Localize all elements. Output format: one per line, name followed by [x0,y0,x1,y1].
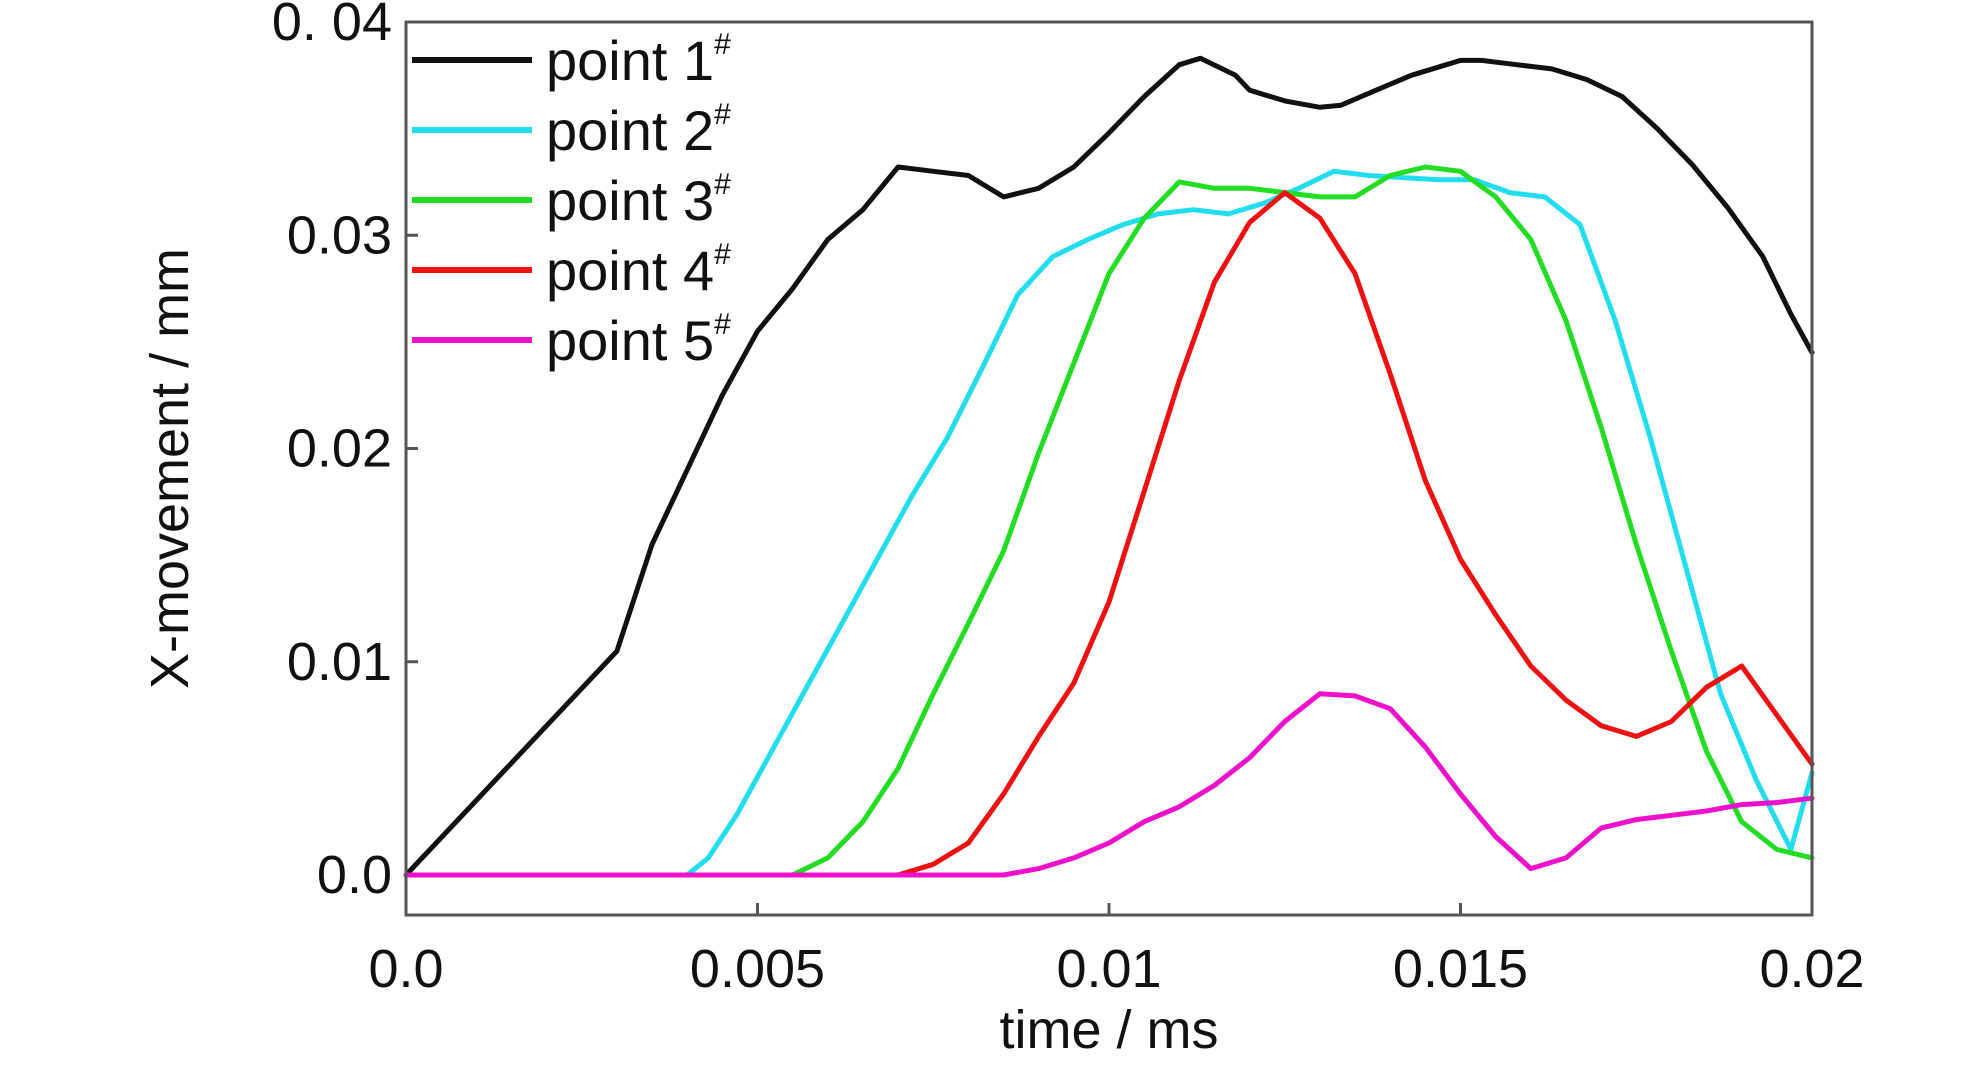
legend-label-superscript: # [714,168,731,201]
y-tick-label: 0.01 [287,632,392,692]
legend-label-superscript: # [714,28,731,61]
y-axis-label: X-movement / mm [140,248,200,689]
y-tick-label: 0.0 [317,845,392,905]
tick-labels: 0.0 0.01 0.02 0.03 0. 04 0.0 0.005 0.01 0.015 0.0… [272,0,1865,999]
x-tick-label: 0.0 [368,939,443,999]
legend: point 1#point 2#point 3#point 4#point 5# [412,28,731,372]
series-line-point-5 [403,691,1815,878]
x-tick-label: 0.01 [1056,939,1161,999]
legend-label-superscript: # [714,238,731,271]
y-tick-label: 0.02 [287,419,392,479]
legend-label-superscript: # [714,308,731,341]
x-tick-label: 0.005 [690,939,825,999]
series-line-point-2 [403,168,1815,878]
x-tick-label: 0.015 [1393,939,1528,999]
y-tick-label: 0. 04 [272,0,392,52]
legend-label: point 5# [546,308,731,372]
plot-frame [404,20,1814,917]
legend-label: point 4# [546,238,731,302]
series-line-point-1 [403,55,1815,878]
series-lines [403,55,1815,878]
x-tick-label: 0.02 [1759,939,1864,999]
x-axis-label: time / ms [999,1000,1218,1060]
legend-label: point 1# [546,28,731,92]
legend-label: point 3# [546,168,731,232]
y-tick-label: 0.03 [287,205,392,265]
legend-label-superscript: # [714,98,731,131]
legend-label: point 2# [546,98,731,162]
series-line-point-4 [403,190,1815,878]
